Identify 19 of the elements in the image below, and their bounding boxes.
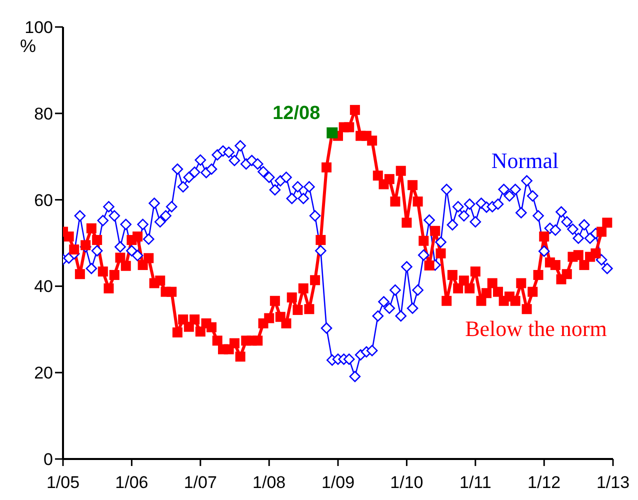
annotation: 12/08: [272, 102, 320, 124]
x-tick-label: 1/09: [321, 473, 355, 492]
y-axis-title: %: [20, 36, 36, 57]
y-tick-label: 40: [34, 277, 53, 296]
y-tick-label: 80: [34, 104, 53, 124]
series-label: Below the norm: [465, 316, 607, 342]
y-tick-label: 20: [34, 364, 53, 383]
y-tick-label: 60: [34, 190, 53, 210]
x-tick-label: 1/10: [390, 473, 424, 492]
x-tick-label: 1/06: [115, 473, 148, 492]
x-tick-label: 1/07: [184, 473, 217, 492]
x-tick-label: 1/11: [459, 473, 492, 492]
series-label: Normal: [491, 148, 559, 174]
y-tick-label: 100: [24, 18, 53, 38]
x-tick-label: 1/13: [596, 473, 630, 492]
x-tick-label: 1/05: [46, 473, 80, 492]
x-tick-label: 1/12: [528, 473, 561, 492]
y-tick-label: 0: [44, 450, 53, 470]
x-tick-label: 1/08: [252, 473, 286, 492]
